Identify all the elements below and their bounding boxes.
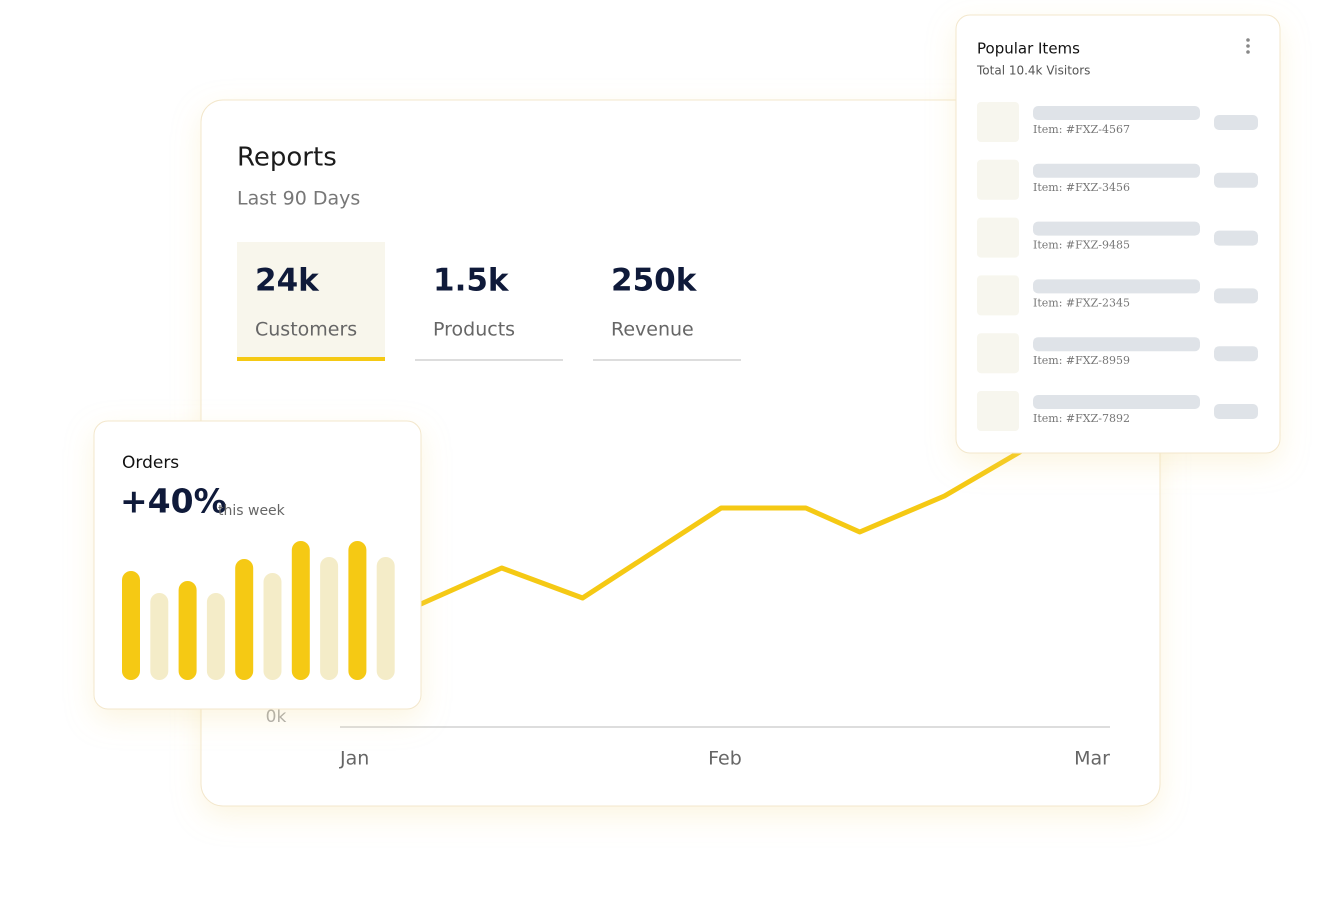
bar bbox=[150, 593, 169, 680]
stat-value: 250k bbox=[611, 263, 698, 299]
item-value-placeholder bbox=[1214, 172, 1258, 188]
tab-underline bbox=[415, 359, 563, 361]
stat-value: 24k bbox=[255, 263, 320, 299]
bar bbox=[291, 541, 310, 680]
reports-subtitle: Last 90 Days bbox=[237, 188, 360, 210]
x-tick-label: Jan bbox=[339, 748, 369, 770]
orders-title: Orders bbox=[122, 453, 179, 473]
item-name-placeholder bbox=[1033, 163, 1200, 178]
item-label: Item: #FXZ-8959 bbox=[1033, 354, 1130, 367]
item-thumb bbox=[977, 217, 1019, 258]
item-label: Item: #FXZ-2345 bbox=[1033, 296, 1130, 309]
item-value-placeholder bbox=[1214, 230, 1258, 246]
item-name-placeholder bbox=[1033, 106, 1200, 120]
popular-title: Popular Items bbox=[977, 40, 1080, 58]
bar bbox=[320, 557, 339, 680]
item-name-placeholder bbox=[1033, 337, 1200, 352]
item-name-placeholder bbox=[1033, 221, 1200, 236]
line bbox=[338, 377, 1112, 643]
item-label: Item: #FXZ-3456 bbox=[1033, 181, 1130, 194]
y-tick-label: 0k bbox=[266, 707, 287, 727]
item-label: Item: #FXZ-7892 bbox=[1033, 412, 1130, 425]
orders-period: this week bbox=[218, 503, 286, 519]
bar bbox=[376, 557, 395, 680]
tab-underline bbox=[593, 359, 741, 361]
bar bbox=[263, 573, 282, 680]
item-value-placeholder bbox=[1214, 115, 1258, 130]
bar bbox=[235, 559, 254, 680]
x-tick-label: Feb bbox=[708, 748, 742, 770]
tab-bg bbox=[237, 242, 385, 360]
x-tick-label: Mar bbox=[1074, 748, 1110, 770]
item-thumb bbox=[977, 102, 1019, 142]
popular-subtitle: Total 10.4k Visitors bbox=[976, 64, 1090, 78]
stat-value: 1.5k bbox=[433, 263, 510, 299]
stat-label: Products bbox=[433, 319, 515, 341]
reports-title: Reports bbox=[237, 143, 337, 173]
item-label: Item: #FXZ-9485 bbox=[1033, 239, 1130, 252]
item-value-placeholder bbox=[1214, 288, 1258, 304]
bar bbox=[348, 541, 367, 680]
item-thumb bbox=[977, 333, 1019, 374]
item-label: Item: #FXZ-4567 bbox=[1033, 123, 1130, 136]
item-name-placeholder bbox=[1033, 395, 1200, 409]
bar bbox=[122, 571, 140, 680]
item-thumb bbox=[977, 391, 1019, 431]
bar bbox=[178, 581, 197, 680]
item-value-placeholder bbox=[1214, 404, 1258, 419]
item-name-placeholder bbox=[1033, 279, 1200, 294]
stat-label: Revenue bbox=[611, 319, 694, 341]
stat-label: Customers bbox=[255, 319, 357, 341]
orders-card bbox=[93, 420, 422, 710]
bar bbox=[206, 593, 225, 680]
item-thumb bbox=[977, 159, 1019, 200]
tab-underline bbox=[237, 357, 385, 361]
menu-icon[interactable] bbox=[1246, 38, 1250, 54]
item-thumb bbox=[977, 275, 1019, 316]
orders-change: +40% bbox=[120, 482, 227, 521]
item-value-placeholder bbox=[1214, 346, 1258, 362]
